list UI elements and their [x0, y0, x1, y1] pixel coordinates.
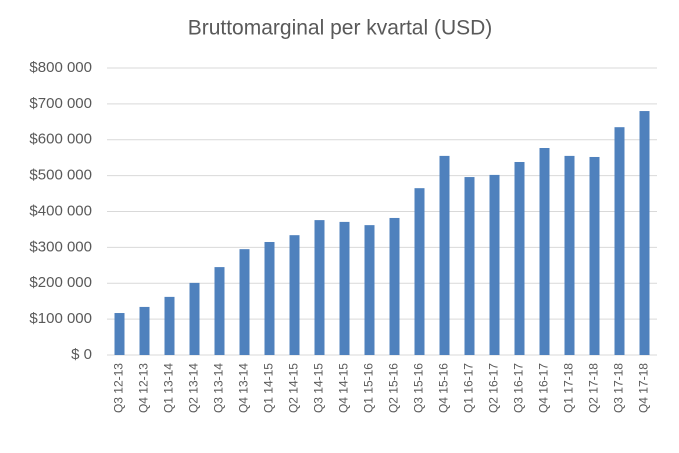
x-tick-label: Q3 16-17 — [512, 363, 526, 413]
y-tick-label: $600 000 — [29, 131, 92, 148]
bar — [364, 225, 375, 355]
x-tick-label: Q4 14-15 — [337, 363, 351, 413]
y-tick-label: $500 000 — [29, 167, 92, 184]
x-tick-label: Q2 16-17 — [487, 363, 501, 413]
bar — [614, 127, 625, 355]
x-tick-label: Q4 13-14 — [237, 363, 251, 413]
x-tick-label: Q4 12-13 — [137, 363, 151, 413]
chart-title: Bruttomarginal per kvartal (USD) — [188, 17, 493, 40]
bar — [114, 313, 125, 355]
bar — [514, 161, 525, 355]
bar — [389, 217, 400, 355]
bar — [539, 148, 550, 355]
bar — [589, 156, 600, 355]
y-tick-label: $800 000 — [29, 59, 92, 76]
x-tick-label: Q2 13-14 — [187, 363, 201, 413]
bar — [564, 155, 575, 355]
bar — [139, 306, 150, 355]
x-tick-label: Q4 15-16 — [437, 363, 451, 413]
x-tick-label: Q2 17-18 — [587, 363, 601, 413]
x-tick-label: Q2 14-15 — [287, 363, 301, 413]
x-tick-label: Q4 16-17 — [537, 363, 551, 413]
bar — [264, 241, 275, 355]
y-tick-label: $200 000 — [29, 274, 92, 291]
bar — [239, 249, 250, 355]
y-tick-label: $400 000 — [29, 202, 92, 219]
bar — [439, 155, 450, 355]
x-tick-label: Q1 13-14 — [162, 363, 176, 413]
bar — [164, 296, 175, 355]
x-tick-label: Q4 17-18 — [637, 363, 651, 413]
x-tick-label: Q2 15-16 — [387, 363, 401, 413]
y-tick-label: $700 000 — [29, 95, 92, 112]
bar — [214, 267, 225, 355]
x-tick-label: Q1 17-18 — [562, 363, 576, 413]
x-tick-label: Q3 17-18 — [612, 363, 626, 413]
x-tick-label: Q3 12-13 — [112, 363, 126, 413]
bar — [464, 177, 475, 355]
bar — [339, 221, 350, 355]
bar — [414, 188, 425, 355]
x-tick-label: Q3 13-14 — [212, 363, 226, 413]
x-tick-label: Q1 14-15 — [262, 363, 276, 413]
x-tick-label: Q3 14-15 — [312, 363, 326, 413]
y-tick-label: $ 0 — [71, 346, 92, 363]
y-tick-label: $100 000 — [29, 310, 92, 327]
bar — [289, 235, 300, 355]
bar — [489, 174, 500, 355]
bar — [314, 220, 325, 355]
x-tick-label: Q3 15-16 — [412, 363, 426, 413]
x-tick-label: Q1 16-17 — [462, 363, 476, 413]
bar — [189, 282, 200, 355]
bar — [639, 111, 650, 355]
x-tick-label: Q1 15-16 — [362, 363, 376, 413]
y-tick-label: $300 000 — [29, 238, 92, 255]
